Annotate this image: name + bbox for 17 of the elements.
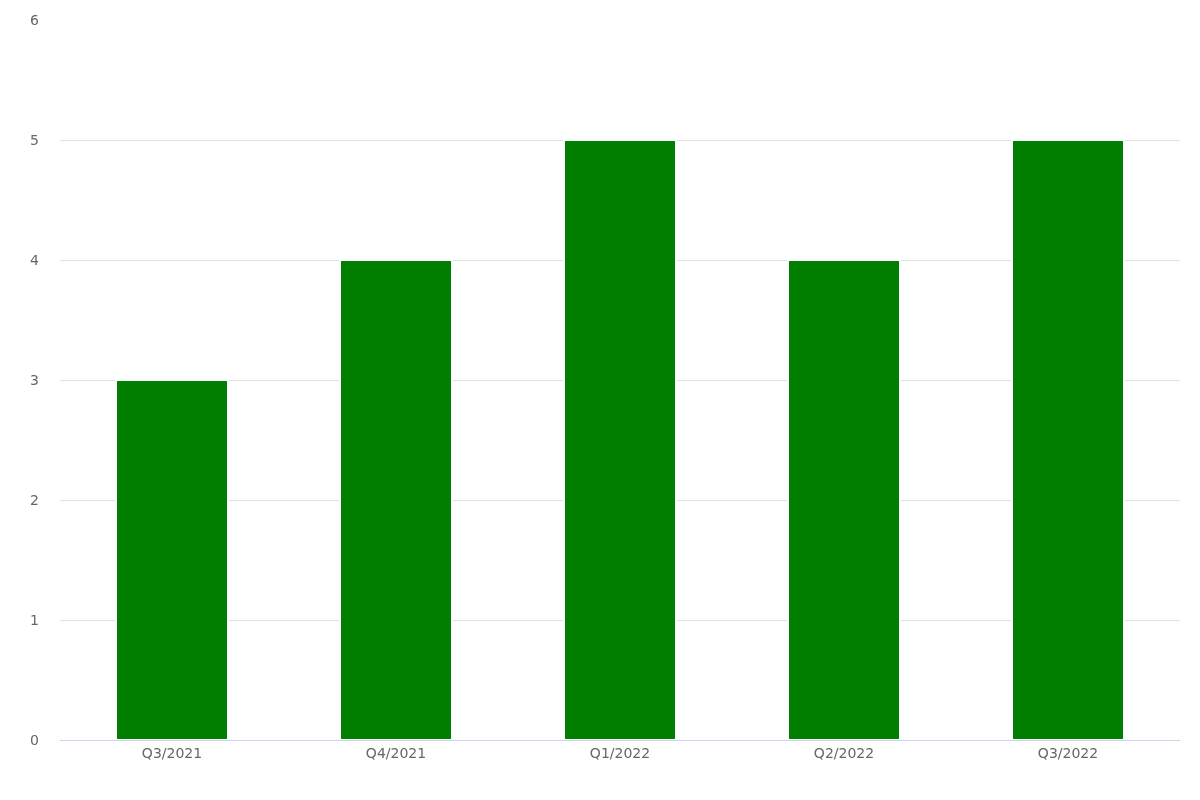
bar: [563, 139, 677, 740]
y-tick-label: 6: [30, 11, 40, 28]
y-tick-label: 0: [30, 731, 39, 748]
y-tick-label: 3: [30, 371, 39, 388]
y-tick-label: 4: [30, 251, 40, 268]
bar: [787, 259, 901, 740]
x-tick-label: Q3/2021: [141, 744, 203, 761]
x-tick-label: Q3/2022: [1037, 744, 1099, 761]
x-tick-label: Q4/2021: [365, 744, 427, 761]
y-tick-label: 1: [30, 611, 39, 628]
x-tick-label: Q2/2022: [813, 744, 875, 761]
bar: [1011, 139, 1125, 740]
y-tick-label: 5: [30, 131, 39, 148]
x-tick-label: Q1/2022: [589, 744, 651, 761]
bar: [339, 259, 453, 740]
y-tick-label: 2: [30, 491, 39, 508]
bar: [115, 379, 229, 740]
